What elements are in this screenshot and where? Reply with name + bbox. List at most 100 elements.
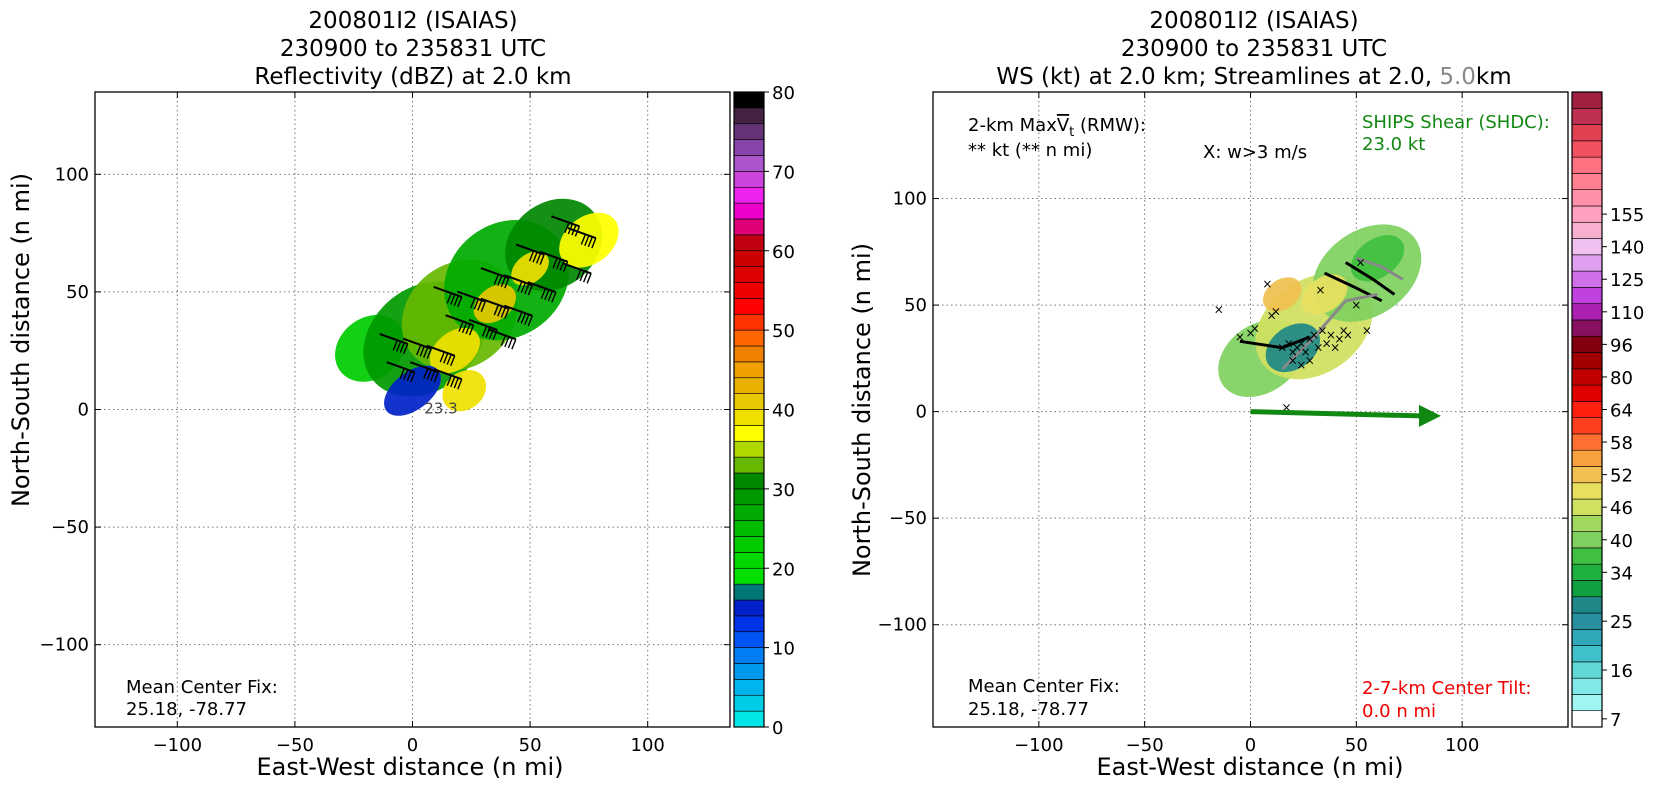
left-xtick-label: −50 bbox=[276, 735, 314, 756]
right-updraft-marker: × bbox=[1317, 324, 1327, 338]
right-colorbar-label: 25 bbox=[1610, 612, 1633, 633]
right-xtick-label: 50 bbox=[1345, 735, 1368, 756]
wind-barb-feather bbox=[575, 269, 582, 281]
left-echo-cell bbox=[429, 327, 480, 374]
left-title-line-3: Reflectivity (dBZ) at 2.0 km bbox=[254, 64, 571, 90]
left-colorbar-segment bbox=[733, 536, 765, 553]
wind-barb-staff bbox=[445, 314, 474, 327]
left-colorbar-segment bbox=[733, 186, 765, 204]
right-maxvt-label: 2-km MaxVt (RMW): bbox=[968, 115, 1146, 140]
left-ylabel: North-South distance (n mi) bbox=[7, 173, 35, 507]
left-echo-cell bbox=[384, 365, 441, 416]
left-colorbar-label: 50 bbox=[772, 321, 795, 342]
left-colorbar-segment bbox=[733, 488, 765, 506]
left-colorbar-segment bbox=[733, 393, 765, 410]
left-colorbar-segment bbox=[733, 313, 765, 331]
right-updraft-marker: × bbox=[1292, 341, 1302, 355]
wind-barb-feather bbox=[433, 371, 439, 383]
wind-barb bbox=[487, 328, 517, 350]
right-colorbar-segment bbox=[1571, 547, 1603, 565]
right-ytick-label: −100 bbox=[878, 615, 927, 636]
right-updraft-marker: × bbox=[1245, 326, 1255, 340]
wind-barb-feather bbox=[504, 336, 510, 348]
wind-barb-staff bbox=[433, 285, 463, 298]
right-updraft-marker: × bbox=[1271, 304, 1281, 318]
right-xlabel: East-West distance (n mi) bbox=[1096, 753, 1403, 781]
right-xtick-label: −50 bbox=[1126, 735, 1164, 756]
right-colorbar-segment bbox=[1571, 352, 1603, 370]
left-xtick-label: 50 bbox=[519, 735, 542, 756]
wind-barb-staff bbox=[386, 361, 416, 374]
right-maxvt-value: ** kt (** n mi) bbox=[968, 140, 1092, 161]
wind-barb-feather bbox=[517, 311, 523, 323]
wind-barb-feather bbox=[539, 254, 545, 265]
right-colorbar-segment bbox=[1571, 580, 1603, 598]
left-plot-area: 23.3 −100 −50 0 50 100 −100 −50 0 50 100 bbox=[40, 91, 731, 756]
right-colorbar-segment bbox=[1571, 498, 1603, 516]
wind-barb-feather bbox=[453, 377, 459, 389]
right-colorbar-segment bbox=[1571, 303, 1603, 321]
right-updraft-marker: × bbox=[1235, 330, 1245, 344]
right-title-line-3: WS (kt) at 2.0 km; Streamlines at 2.0, 5… bbox=[996, 64, 1511, 90]
right-tilt-label: 2-7-km Center Tilt: bbox=[1362, 678, 1531, 699]
left-colorbar-segment bbox=[733, 425, 765, 442]
right-maxvt-prefix: 2-km Max bbox=[968, 115, 1057, 136]
right-updraft-marker: × bbox=[1362, 324, 1372, 338]
wind-barb-feather bbox=[439, 351, 445, 363]
right-updraft-marker: × bbox=[1315, 283, 1325, 297]
wind-barb-feather bbox=[547, 290, 554, 302]
right-updraft-marker: × bbox=[1301, 345, 1311, 359]
wind-barb-feather bbox=[540, 288, 547, 299]
left-colorbar-segment bbox=[733, 250, 765, 267]
left-colorbar-segment bbox=[733, 409, 765, 426]
wind-barb bbox=[562, 262, 592, 284]
left-colorbar-segment bbox=[733, 202, 765, 220]
left-xtick-label: −100 bbox=[153, 735, 202, 756]
right-shear-vector-shaft bbox=[1250, 409, 1422, 419]
wind-barb-staff bbox=[567, 227, 597, 240]
right-colorbar-label: 64 bbox=[1610, 401, 1633, 422]
right-title-line-3-prefix: WS (kt) at 2.0 km; Streamlines at 2.0, bbox=[996, 64, 1439, 90]
left-xtick-label: 100 bbox=[631, 735, 665, 756]
wind-barb-feather bbox=[470, 297, 476, 309]
wind-barb-feather bbox=[423, 368, 429, 379]
wind-barb-feather bbox=[396, 341, 402, 352]
right-ytick-label: 50 bbox=[904, 295, 927, 316]
right-updraft-marker: × bbox=[1296, 336, 1306, 350]
right-colorbar-segment bbox=[1571, 189, 1603, 207]
right-streamline bbox=[1239, 335, 1311, 350]
wind-barb-feather bbox=[461, 322, 468, 333]
left-colorbar-label: 0 bbox=[772, 718, 783, 739]
right-colorbar-segment bbox=[1571, 515, 1603, 532]
wind-barb-feather bbox=[493, 274, 499, 285]
wind-barb-feather bbox=[535, 253, 542, 264]
right-updraft-marker: × bbox=[1305, 353, 1315, 367]
left-colorbar-segment bbox=[733, 631, 765, 648]
right-colorbar-label: 110 bbox=[1610, 303, 1644, 324]
wind-barb-feather bbox=[528, 250, 535, 262]
wind-barb-feather bbox=[446, 354, 452, 365]
right-updraft-marker: × bbox=[1288, 353, 1298, 367]
wind-barb-feather bbox=[446, 293, 452, 304]
wind-barb-feather bbox=[555, 258, 562, 270]
left-ytick-label: 100 bbox=[55, 164, 89, 185]
wind-barb-feather bbox=[580, 234, 586, 245]
wind-barb-feather bbox=[446, 375, 452, 386]
wind-barb-feather bbox=[524, 314, 530, 325]
right-updraft-marker: × bbox=[1339, 324, 1349, 338]
right-streamline bbox=[1355, 256, 1404, 281]
wind-barb-feather bbox=[477, 300, 483, 311]
right-updraft-marker: × bbox=[1277, 341, 1287, 355]
right-xtick-label: 0 bbox=[1245, 735, 1256, 756]
left-ytick-label: 0 bbox=[78, 400, 89, 421]
wind-barb-feather bbox=[493, 304, 499, 316]
right-maxvt-v: V bbox=[1057, 115, 1070, 136]
wind-barb-feather bbox=[564, 222, 570, 234]
right-ws-cell bbox=[1350, 235, 1405, 282]
right-updraft-marker: × bbox=[1326, 328, 1336, 342]
right-ytick-label: 100 bbox=[893, 189, 927, 210]
wind-barb bbox=[503, 274, 533, 296]
wind-barb-feather bbox=[443, 353, 449, 364]
right-colorbar-segment bbox=[1571, 661, 1603, 679]
wind-barb-feather bbox=[481, 325, 488, 337]
